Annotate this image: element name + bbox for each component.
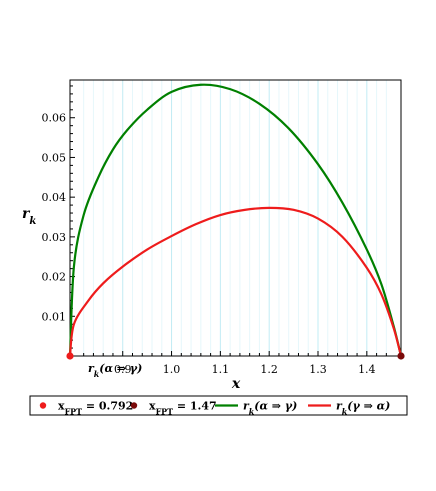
legend-marker-dot <box>39 402 47 409</box>
series-point <box>66 352 74 360</box>
series-line <box>68 206 403 357</box>
legend-marker-dot <box>130 402 138 409</box>
y-axis-label: rk <box>22 206 36 227</box>
y-ticks: 0.01 0.02 0.03 0.04 0.05 0.06 <box>42 85 75 349</box>
x-tick-label: 1.4 <box>358 363 376 376</box>
y-tick-label: 0.01 <box>42 310 67 323</box>
legend-label: xFPT = 1.47 <box>149 400 217 417</box>
inline-axis-label: rk(α ⇒ γ) <box>88 362 142 379</box>
grid <box>83 80 387 356</box>
legend: xFPT = 0.792 xFPT = 1.47 rk(α ⇒ γ) rk(γ ⇒ α… <box>29 395 408 417</box>
legend-label: xFPT = 0.792 <box>58 400 133 417</box>
y-tick-label: 0.04 <box>42 191 67 204</box>
legend-label: rk(α ⇒ γ) <box>243 400 297 417</box>
x-tick-label: 1.0 <box>163 363 181 376</box>
y-tick-label: 0.03 <box>42 231 67 244</box>
legend-label: rk(γ ⇒ α) <box>336 400 390 417</box>
x-axis-label: x <box>231 376 241 392</box>
x-ticks: 0.9 1.0 1.1 1.2 1.3 1.4 <box>83 351 387 376</box>
y-tick-label: 0.05 <box>42 151 67 164</box>
series-point <box>397 352 405 360</box>
x-tick-label: 1.1 <box>212 363 230 376</box>
series-layer <box>66 83 405 360</box>
x-tick-label: 1.3 <box>309 363 327 376</box>
plot-frame <box>69 79 402 357</box>
x-tick-label: 0.9 <box>114 363 132 376</box>
y-tick-label: 0.06 <box>42 112 67 125</box>
x-tick-label: 1.2 <box>260 363 278 376</box>
series-line <box>68 83 403 357</box>
y-tick-label: 0.02 <box>42 271 67 284</box>
